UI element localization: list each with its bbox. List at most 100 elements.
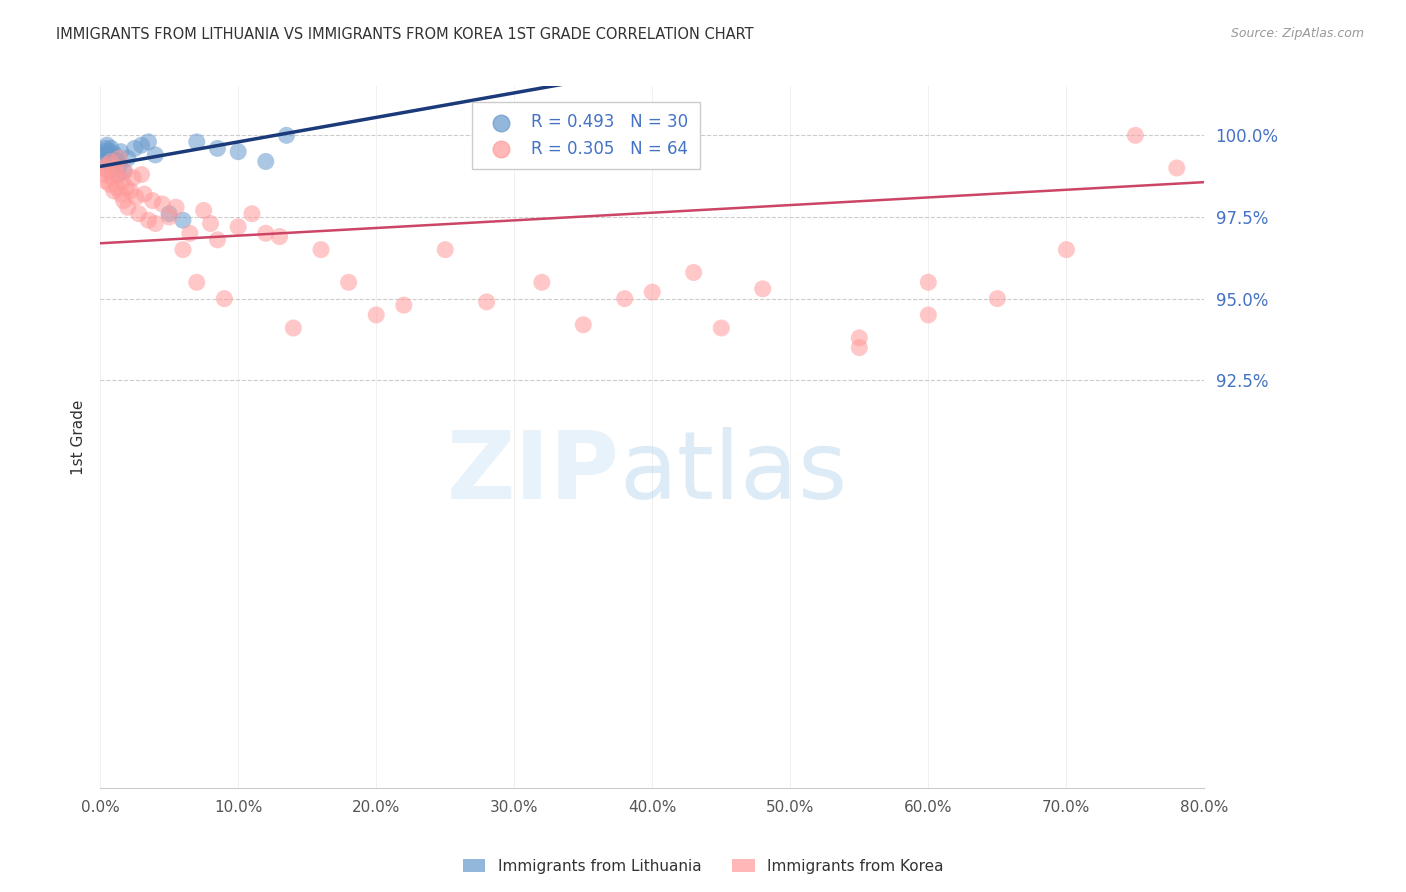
Point	[186, 275, 208, 289]
Point	[103, 161, 125, 175]
Point	[96, 151, 118, 165]
Point	[101, 151, 124, 165]
Point	[214, 292, 236, 306]
Point	[124, 141, 146, 155]
Point	[917, 308, 939, 322]
Point	[114, 164, 136, 178]
Point	[142, 194, 165, 208]
Point	[848, 331, 870, 345]
Point	[98, 145, 121, 159]
Point	[165, 200, 187, 214]
Point	[96, 138, 118, 153]
Point	[131, 138, 153, 153]
Point	[207, 141, 229, 155]
Point	[475, 294, 498, 309]
Point	[682, 265, 704, 279]
Point	[150, 197, 173, 211]
Point	[97, 148, 120, 162]
Point	[848, 341, 870, 355]
Point	[572, 318, 595, 332]
Point	[110, 145, 132, 159]
Point	[172, 243, 194, 257]
Point	[207, 233, 229, 247]
Point	[98, 154, 121, 169]
Point	[93, 161, 115, 175]
Point	[710, 321, 733, 335]
Point	[112, 194, 135, 208]
Point	[98, 178, 121, 192]
Point	[1054, 243, 1077, 257]
Point	[100, 141, 122, 155]
Point	[186, 135, 208, 149]
Text: Source: ZipAtlas.com: Source: ZipAtlas.com	[1230, 27, 1364, 40]
Point	[143, 217, 166, 231]
Point	[100, 158, 122, 172]
Point	[108, 151, 131, 165]
Point	[105, 180, 128, 194]
Point	[117, 200, 139, 214]
Point	[131, 168, 153, 182]
Point	[269, 229, 291, 244]
Point	[134, 187, 156, 202]
Point	[366, 308, 388, 322]
Point	[143, 148, 166, 162]
Point	[641, 285, 664, 299]
Point	[125, 190, 148, 204]
Point	[103, 184, 125, 198]
Point	[254, 227, 277, 241]
Point	[434, 243, 457, 257]
Text: IMMIGRANTS FROM LITHUANIA VS IMMIGRANTS FROM KOREA 1ST GRADE CORRELATION CHART: IMMIGRANTS FROM LITHUANIA VS IMMIGRANTS …	[56, 27, 754, 42]
Point	[1125, 128, 1147, 143]
Legend: R = 0.493   N = 30, R = 0.305   N = 64: R = 0.493 N = 30, R = 0.305 N = 64	[472, 102, 700, 169]
Text: atlas: atlas	[619, 426, 848, 518]
Legend: Immigrants from Lithuania, Immigrants from Korea: Immigrants from Lithuania, Immigrants fr…	[457, 853, 949, 880]
Point	[917, 275, 939, 289]
Point	[179, 227, 201, 241]
Point	[122, 170, 145, 185]
Point	[112, 164, 135, 178]
Point	[97, 164, 120, 178]
Point	[110, 187, 132, 202]
Point	[337, 275, 360, 289]
Point	[309, 243, 332, 257]
Point	[104, 148, 127, 162]
Y-axis label: 1st Grade: 1st Grade	[72, 400, 86, 475]
Point	[115, 180, 138, 194]
Point	[94, 174, 117, 188]
Point	[254, 154, 277, 169]
Point	[751, 282, 773, 296]
Point	[172, 213, 194, 227]
Point	[93, 145, 115, 159]
Point	[200, 217, 222, 231]
Point	[226, 145, 249, 159]
Point	[91, 148, 114, 162]
Point	[157, 207, 180, 221]
Point	[392, 298, 415, 312]
Point	[283, 321, 305, 335]
Point	[111, 174, 134, 188]
Point	[120, 184, 142, 198]
Point	[107, 168, 129, 182]
Point	[1166, 161, 1188, 175]
Point	[193, 203, 215, 218]
Point	[101, 170, 124, 185]
Text: ZIP: ZIP	[446, 426, 619, 518]
Point	[138, 135, 160, 149]
Point	[117, 151, 139, 165]
Point	[96, 158, 118, 172]
Point	[128, 207, 150, 221]
Point	[104, 161, 127, 175]
Point	[108, 158, 131, 172]
Point	[613, 292, 636, 306]
Point	[138, 213, 160, 227]
Point	[107, 168, 129, 182]
Point	[91, 168, 114, 182]
Point	[226, 219, 249, 234]
Point	[986, 292, 1008, 306]
Point	[94, 141, 117, 155]
Point	[157, 210, 180, 224]
Point	[100, 154, 122, 169]
Point	[530, 275, 553, 289]
Point	[276, 128, 298, 143]
Point	[105, 154, 128, 169]
